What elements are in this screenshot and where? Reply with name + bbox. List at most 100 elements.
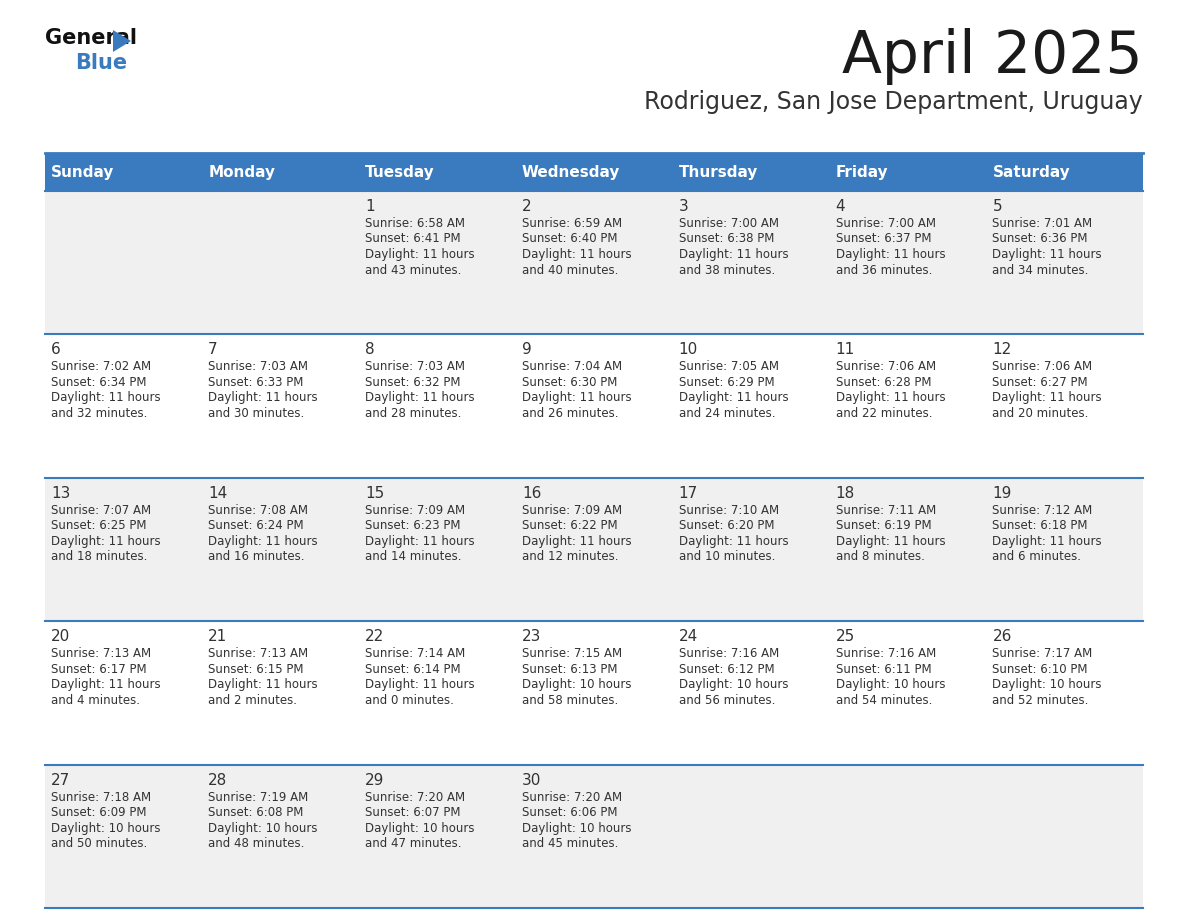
Text: Sunrise: 7:04 AM: Sunrise: 7:04 AM — [522, 361, 623, 374]
Text: Daylight: 10 hours: Daylight: 10 hours — [835, 678, 946, 691]
Text: 9: 9 — [522, 342, 531, 357]
Text: Sunset: 6:29 PM: Sunset: 6:29 PM — [678, 375, 775, 389]
Polygon shape — [113, 30, 131, 52]
Text: Sunset: 6:14 PM: Sunset: 6:14 PM — [365, 663, 461, 676]
Text: Daylight: 11 hours: Daylight: 11 hours — [51, 678, 160, 691]
Text: Sunset: 6:23 PM: Sunset: 6:23 PM — [365, 520, 461, 532]
Text: Sunset: 6:08 PM: Sunset: 6:08 PM — [208, 806, 303, 819]
Text: Sunrise: 7:06 AM: Sunrise: 7:06 AM — [835, 361, 936, 374]
Text: Daylight: 10 hours: Daylight: 10 hours — [678, 678, 788, 691]
Text: 21: 21 — [208, 629, 227, 644]
Text: Sunrise: 7:20 AM: Sunrise: 7:20 AM — [522, 790, 623, 803]
Text: Rodriguez, San Jose Department, Uruguay: Rodriguez, San Jose Department, Uruguay — [644, 90, 1143, 114]
Text: Daylight: 11 hours: Daylight: 11 hours — [522, 391, 632, 405]
Text: Sunset: 6:17 PM: Sunset: 6:17 PM — [51, 663, 147, 676]
Text: Sunrise: 7:09 AM: Sunrise: 7:09 AM — [365, 504, 466, 517]
Text: Sunrise: 7:16 AM: Sunrise: 7:16 AM — [835, 647, 936, 660]
Text: Monday: Monday — [208, 164, 276, 180]
Text: Daylight: 10 hours: Daylight: 10 hours — [365, 822, 474, 834]
Text: Sunrise: 6:58 AM: Sunrise: 6:58 AM — [365, 217, 465, 230]
Text: and 18 minutes.: and 18 minutes. — [51, 550, 147, 564]
Text: and 54 minutes.: and 54 minutes. — [835, 694, 931, 707]
Text: Sunset: 6:27 PM: Sunset: 6:27 PM — [992, 375, 1088, 389]
Text: and 52 minutes.: and 52 minutes. — [992, 694, 1088, 707]
Text: Daylight: 11 hours: Daylight: 11 hours — [992, 535, 1102, 548]
Text: Sunrise: 7:11 AM: Sunrise: 7:11 AM — [835, 504, 936, 517]
Text: Sunrise: 7:03 AM: Sunrise: 7:03 AM — [208, 361, 308, 374]
Text: Saturday: Saturday — [992, 164, 1070, 180]
Text: and 34 minutes.: and 34 minutes. — [992, 263, 1088, 276]
Text: 27: 27 — [51, 773, 70, 788]
Text: 20: 20 — [51, 629, 70, 644]
Text: Sunrise: 7:02 AM: Sunrise: 7:02 AM — [51, 361, 151, 374]
Text: Daylight: 11 hours: Daylight: 11 hours — [51, 535, 160, 548]
Text: Sunrise: 7:13 AM: Sunrise: 7:13 AM — [208, 647, 308, 660]
Text: and 28 minutes.: and 28 minutes. — [365, 407, 461, 420]
Bar — [45, 153, 1143, 191]
Text: and 30 minutes.: and 30 minutes. — [208, 407, 304, 420]
Text: and 47 minutes.: and 47 minutes. — [365, 837, 461, 850]
Bar — [45, 765, 1143, 908]
Text: 23: 23 — [522, 629, 542, 644]
Text: and 12 minutes.: and 12 minutes. — [522, 550, 618, 564]
Text: Daylight: 11 hours: Daylight: 11 hours — [365, 391, 475, 405]
Text: and 36 minutes.: and 36 minutes. — [835, 263, 931, 276]
Text: Sunset: 6:20 PM: Sunset: 6:20 PM — [678, 520, 775, 532]
Text: Sunset: 6:41 PM: Sunset: 6:41 PM — [365, 232, 461, 245]
Text: 13: 13 — [51, 486, 70, 501]
Text: Thursday: Thursday — [678, 164, 758, 180]
Text: Daylight: 11 hours: Daylight: 11 hours — [365, 248, 475, 261]
Text: Sunrise: 7:13 AM: Sunrise: 7:13 AM — [51, 647, 151, 660]
Text: 8: 8 — [365, 342, 374, 357]
Text: Sunrise: 7:18 AM: Sunrise: 7:18 AM — [51, 790, 151, 803]
Text: Sunset: 6:07 PM: Sunset: 6:07 PM — [365, 806, 461, 819]
Text: Sunrise: 7:17 AM: Sunrise: 7:17 AM — [992, 647, 1093, 660]
Text: Daylight: 11 hours: Daylight: 11 hours — [835, 248, 946, 261]
Text: Sunset: 6:32 PM: Sunset: 6:32 PM — [365, 375, 461, 389]
Text: Sunset: 6:10 PM: Sunset: 6:10 PM — [992, 663, 1088, 676]
Text: 14: 14 — [208, 486, 227, 501]
Text: Sunset: 6:15 PM: Sunset: 6:15 PM — [208, 663, 304, 676]
Text: Daylight: 11 hours: Daylight: 11 hours — [208, 535, 317, 548]
Text: Sunrise: 7:01 AM: Sunrise: 7:01 AM — [992, 217, 1093, 230]
Text: Daylight: 11 hours: Daylight: 11 hours — [835, 391, 946, 405]
Text: 1: 1 — [365, 199, 374, 214]
Text: and 24 minutes.: and 24 minutes. — [678, 407, 776, 420]
Text: 4: 4 — [835, 199, 845, 214]
Text: and 6 minutes.: and 6 minutes. — [992, 550, 1081, 564]
Text: and 48 minutes.: and 48 minutes. — [208, 837, 304, 850]
Text: Daylight: 11 hours: Daylight: 11 hours — [522, 535, 632, 548]
Text: and 20 minutes.: and 20 minutes. — [992, 407, 1088, 420]
Text: and 40 minutes.: and 40 minutes. — [522, 263, 618, 276]
Text: Sunrise: 7:10 AM: Sunrise: 7:10 AM — [678, 504, 779, 517]
Text: and 10 minutes.: and 10 minutes. — [678, 550, 775, 564]
Text: 5: 5 — [992, 199, 1001, 214]
Text: April 2025: April 2025 — [842, 28, 1143, 85]
Text: Sunset: 6:36 PM: Sunset: 6:36 PM — [992, 232, 1088, 245]
Text: and 16 minutes.: and 16 minutes. — [208, 550, 304, 564]
Text: 25: 25 — [835, 629, 855, 644]
Text: 28: 28 — [208, 773, 227, 788]
Text: Sunset: 6:40 PM: Sunset: 6:40 PM — [522, 232, 618, 245]
Text: Daylight: 11 hours: Daylight: 11 hours — [365, 678, 475, 691]
Text: Sunset: 6:09 PM: Sunset: 6:09 PM — [51, 806, 147, 819]
Text: Sunrise: 7:19 AM: Sunrise: 7:19 AM — [208, 790, 309, 803]
Text: and 22 minutes.: and 22 minutes. — [835, 407, 933, 420]
Text: 30: 30 — [522, 773, 542, 788]
Text: Sunset: 6:34 PM: Sunset: 6:34 PM — [51, 375, 147, 389]
Text: 22: 22 — [365, 629, 384, 644]
Text: Daylight: 11 hours: Daylight: 11 hours — [678, 248, 789, 261]
Text: Sunrise: 7:00 AM: Sunrise: 7:00 AM — [835, 217, 936, 230]
Text: Sunrise: 6:59 AM: Sunrise: 6:59 AM — [522, 217, 623, 230]
Text: and 4 minutes.: and 4 minutes. — [51, 694, 140, 707]
Text: Sunset: 6:30 PM: Sunset: 6:30 PM — [522, 375, 618, 389]
Text: Sunset: 6:13 PM: Sunset: 6:13 PM — [522, 663, 618, 676]
Text: Daylight: 10 hours: Daylight: 10 hours — [522, 822, 631, 834]
Text: Sunrise: 7:09 AM: Sunrise: 7:09 AM — [522, 504, 623, 517]
Text: Sunset: 6:18 PM: Sunset: 6:18 PM — [992, 520, 1088, 532]
Text: Sunset: 6:38 PM: Sunset: 6:38 PM — [678, 232, 775, 245]
Text: General: General — [45, 28, 137, 48]
Text: 10: 10 — [678, 342, 699, 357]
Text: and 45 minutes.: and 45 minutes. — [522, 837, 618, 850]
Text: Daylight: 11 hours: Daylight: 11 hours — [208, 678, 317, 691]
